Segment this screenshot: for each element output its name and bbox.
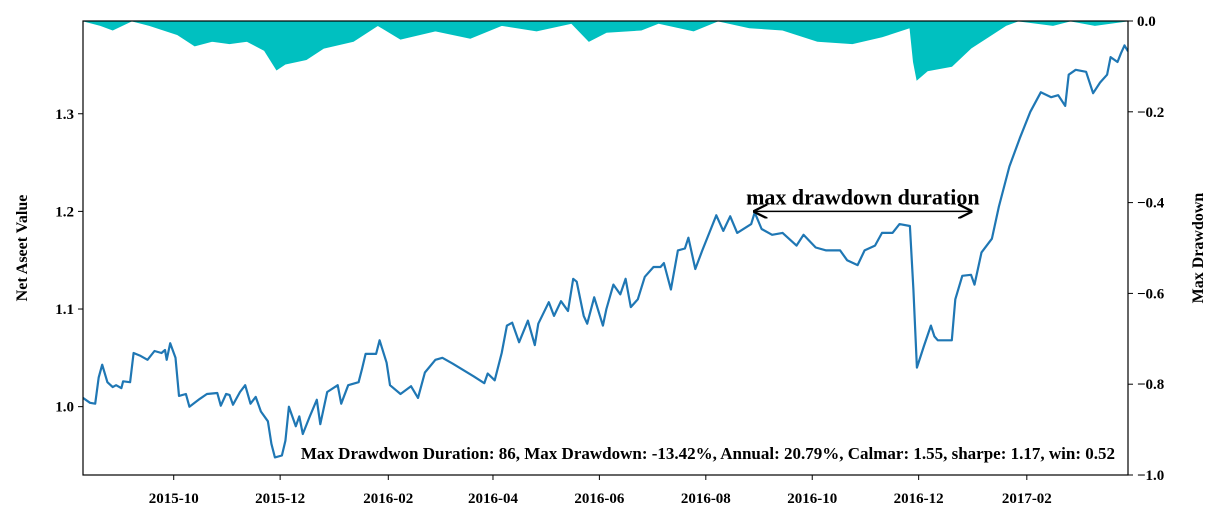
y-left-tick-label-0: 1.0 [55,400,74,416]
duration-annotation: max drawdown duration [746,184,979,209]
x-tick-label-6: 2016-10 [787,491,837,507]
y-left-tick-label-3: 1.3 [55,107,74,123]
x-tick-label-3: 2016-04 [468,491,518,507]
x-tick-label-0: 2015-10 [149,491,199,507]
y-axis-right: −1.0 −0.8 −0.6 −0.4 −0.2 0.0 [1128,14,1165,484]
stats-summary: Max Drawdwon Duration: 86, Max Drawdown:… [301,444,1115,463]
x-tick-label-4: 2016-06 [574,491,624,507]
x-tick-label-8: 2017-02 [1002,491,1052,507]
x-tick-label-7: 2016-12 [894,491,944,507]
y-left-tick-label-2: 1.2 [55,204,74,220]
y-right-tick-label-0: −1.0 [1137,468,1164,484]
y-right-tick-label-3: −0.4 [1137,196,1165,212]
y-right-tick-label-4: −0.2 [1137,105,1164,121]
nav-line [83,44,1128,459]
plot-frame [82,20,1129,476]
y-left-tick-label-1: 1.1 [55,302,74,318]
x-tick-label-2: 2016-02 [363,491,413,507]
y-right-tick-label-5: 0.0 [1137,14,1156,30]
y-right-tick-label-1: −0.8 [1137,377,1164,393]
drawdown-area [83,21,1128,81]
y-axis-left: 1.0 1.1 1.2 1.3 [55,107,83,416]
x-tick-label-5: 2016-08 [681,491,731,507]
y-axis-right-title: Max Drawdown [1190,193,1207,304]
x-axis: 2015-10 2015-12 2016-02 2016-04 2016-06 2016-… [149,475,1052,507]
y-right-tick-label-2: −0.6 [1137,286,1165,302]
y-axis-left-title: Net Aseet Value [14,195,31,302]
x-tick-label-1: 2015-12 [255,491,305,507]
